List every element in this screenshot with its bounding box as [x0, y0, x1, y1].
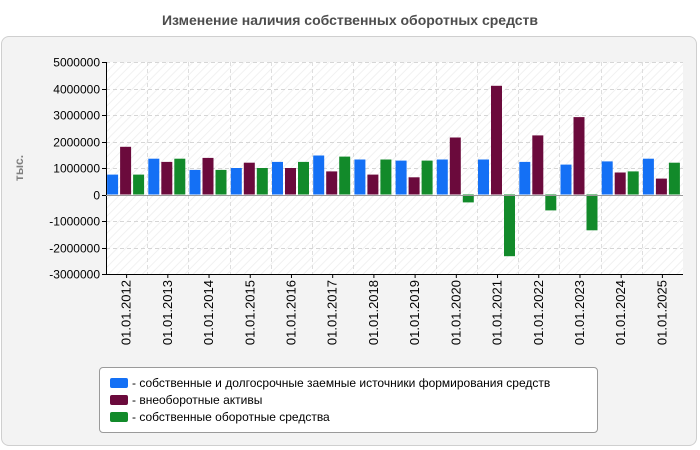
- bar: [436, 159, 448, 195]
- bar: [133, 174, 145, 195]
- bar: [491, 85, 502, 195]
- bar: [532, 135, 544, 195]
- x-tick-label: 01.01.2019: [407, 280, 422, 345]
- bar: [601, 161, 613, 195]
- bar: [272, 161, 283, 195]
- y-axis-label: тыс.: [12, 155, 26, 181]
- bar: [573, 117, 585, 195]
- legend-label: - собственные оборотные средства: [132, 409, 330, 424]
- bar: [395, 160, 407, 195]
- bar: [380, 159, 392, 195]
- legend-item-sources: - собственные и долгосрочные заемные ист…: [110, 374, 597, 391]
- bar: [256, 168, 268, 195]
- bar: [560, 164, 572, 195]
- x-tick-label: 01.01.2024: [613, 280, 628, 345]
- x-tick-label: 01.01.2021: [490, 280, 505, 345]
- bar: [174, 158, 186, 195]
- y-tick-label: -3000000: [49, 268, 100, 282]
- legend-label: - собственные и долгосрочные заемные ист…: [132, 375, 551, 390]
- y-tick-label: 4000000: [53, 83, 100, 97]
- bar: [326, 171, 338, 195]
- chart-title: Изменение наличия собственных оборотных …: [161, 12, 539, 28]
- bar: [313, 155, 325, 195]
- bar: [478, 159, 489, 195]
- bar: [148, 158, 160, 195]
- bar: [285, 168, 296, 195]
- y-tick-label: 1000000: [53, 162, 100, 176]
- bar: [298, 161, 309, 195]
- bar: [202, 157, 214, 195]
- legend-item-noncurrent-assets: - внеоборотные активы: [110, 391, 597, 408]
- legend-swatch: [110, 411, 128, 422]
- x-tick-label: 01.01.2025: [654, 280, 669, 345]
- bar: [107, 174, 119, 195]
- x-tick-label: 01.01.2020: [448, 280, 463, 345]
- x-tick-label: 01.01.2017: [325, 280, 340, 345]
- x-tick-label: 01.01.2018: [366, 280, 381, 345]
- bar: [655, 178, 667, 195]
- bar: [421, 160, 433, 195]
- bar: [545, 194, 557, 211]
- bar: [668, 162, 680, 195]
- bar: [586, 194, 598, 231]
- y-tick-label: -1000000: [49, 215, 100, 229]
- bar: [462, 194, 474, 203]
- x-tick-label: 01.01.2016: [283, 280, 298, 345]
- bar: [339, 156, 351, 195]
- bar: [161, 161, 173, 195]
- bar: [367, 174, 379, 195]
- bar: [215, 169, 227, 195]
- x-tick-label: 01.01.2014: [201, 280, 216, 345]
- bar: [189, 169, 201, 195]
- y-tick-label: 5000000: [53, 56, 100, 70]
- legend-item-working-capital: - собственные оборотные средства: [110, 408, 597, 425]
- bar: [449, 137, 461, 195]
- bar: [614, 172, 626, 195]
- legend-swatch: [110, 394, 128, 405]
- x-tick-label: 01.01.2013: [160, 280, 175, 345]
- bar: [408, 177, 420, 195]
- x-tick-label: 01.01.2022: [531, 280, 546, 345]
- chart-legend: - собственные и долгосрочные заемные ист…: [99, 367, 598, 433]
- bar: [354, 159, 366, 195]
- legend-label: - внеоборотные активы: [132, 392, 263, 407]
- x-tick-label: 01.01.2012: [119, 280, 134, 345]
- bar: [627, 171, 639, 195]
- y-tick-label: 3000000: [53, 109, 100, 123]
- bar: [243, 162, 255, 195]
- y-tick-label: 2000000: [53, 136, 100, 150]
- y-tick-label: 0: [93, 189, 100, 203]
- bar: [642, 158, 654, 195]
- bar: [120, 146, 132, 195]
- y-tick-label: -2000000: [49, 242, 100, 256]
- bar: [230, 168, 242, 195]
- bar: [504, 194, 515, 257]
- x-tick-label: 01.01.2015: [242, 280, 257, 345]
- bar: [519, 161, 531, 195]
- legend-swatch: [110, 377, 128, 388]
- x-tick-label: 01.01.2023: [572, 280, 587, 345]
